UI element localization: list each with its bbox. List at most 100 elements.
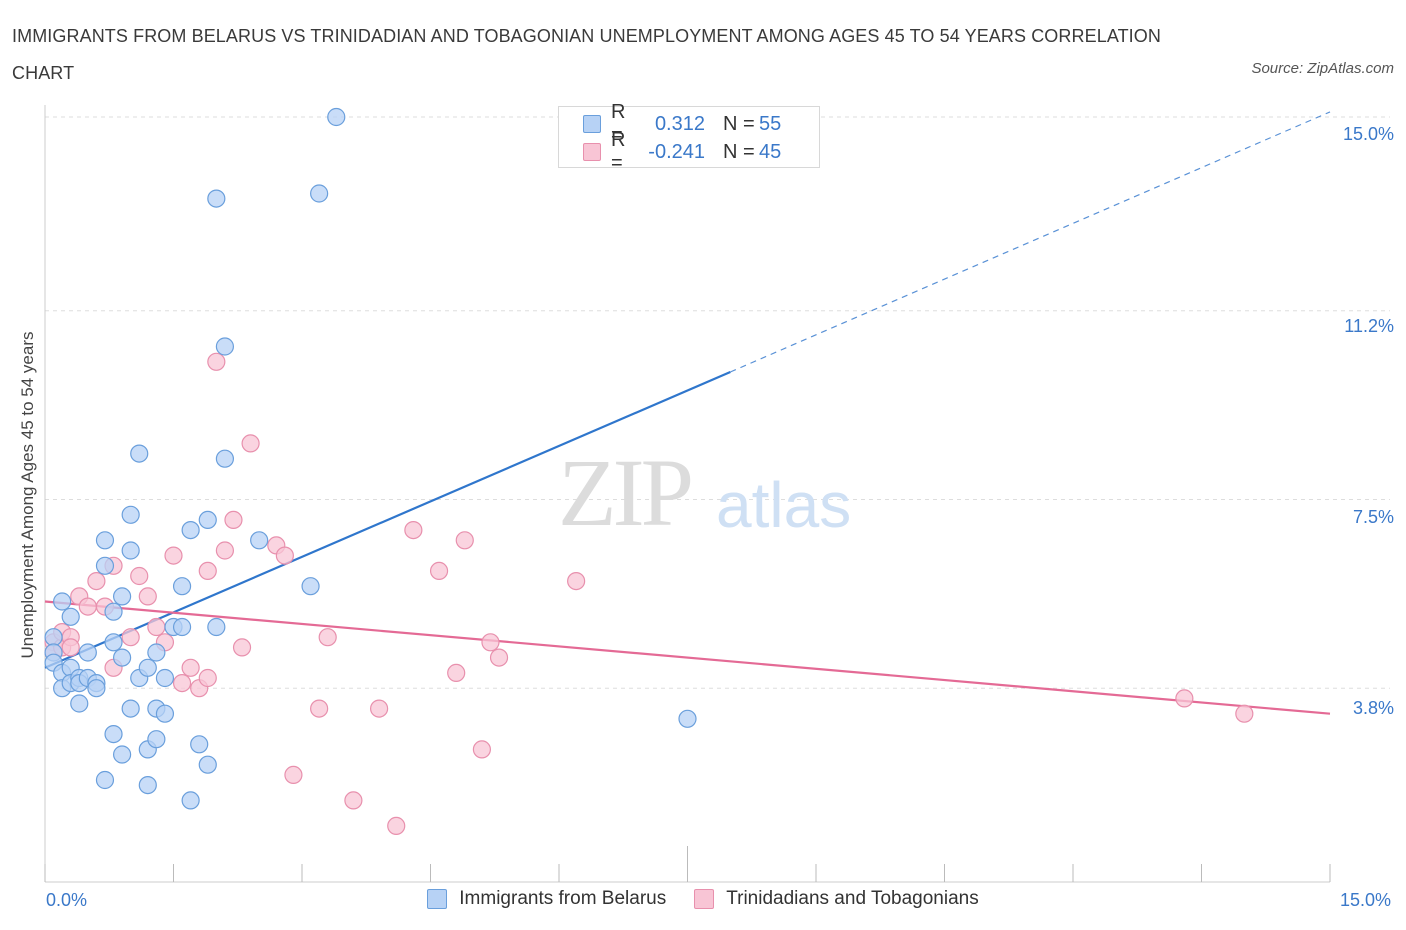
trini-point xyxy=(344,791,363,810)
belarus-point xyxy=(112,745,132,764)
y-tick-label-3-8: 3.8% xyxy=(1352,698,1394,718)
belarus-point xyxy=(95,770,115,790)
belarus-point xyxy=(78,643,97,662)
y-tick-label-7-5: 7.5% xyxy=(1352,507,1394,527)
r-value: 0.312 xyxy=(654,112,705,135)
belarus-point xyxy=(678,709,697,728)
belarus-point xyxy=(112,648,132,667)
trini-point xyxy=(387,816,406,836)
trini-point xyxy=(1235,704,1254,723)
belarus-point xyxy=(207,617,226,637)
chart-title: IMMIGRANTS FROM BELARUS VS TRINIDADIAN A… xyxy=(12,26,1161,83)
belarus-point xyxy=(70,694,89,713)
belarus-point xyxy=(190,735,209,754)
trend-layer xyxy=(44,111,1331,715)
belarus-point xyxy=(121,541,140,560)
trini-point xyxy=(1175,689,1194,708)
points-layer xyxy=(44,107,1254,836)
belarus-point xyxy=(138,775,157,795)
belarus-point xyxy=(172,617,192,637)
belarus-point xyxy=(310,184,329,203)
trini-point xyxy=(429,561,449,581)
trini-point xyxy=(87,571,106,591)
belarus-point xyxy=(121,505,140,524)
belarus-point xyxy=(104,633,123,652)
belarus-point xyxy=(44,628,63,647)
belarus-point xyxy=(198,510,217,530)
y-tick-label-11-2: 11.2% xyxy=(1344,316,1394,336)
belarus-point xyxy=(61,607,80,626)
trini-point xyxy=(207,352,226,371)
belarus-point xyxy=(181,520,200,540)
trini-point xyxy=(198,668,217,688)
belarus-point xyxy=(95,556,115,575)
trini-point xyxy=(224,510,243,530)
trini-point xyxy=(164,546,183,565)
trini-swatch xyxy=(583,143,601,161)
stats-legend-row-trini: R = -0.241 N = 45 xyxy=(583,129,782,174)
source-label: Source: ZipAtlas.com xyxy=(1251,60,1394,77)
trini-point xyxy=(404,520,423,540)
belarus-point xyxy=(327,107,346,127)
trini-point xyxy=(241,434,260,453)
belarus-point xyxy=(207,189,226,208)
trini-point xyxy=(370,699,389,718)
belarus-point xyxy=(155,704,175,723)
belarus-point xyxy=(112,587,132,606)
trini-point xyxy=(61,638,80,657)
trini-point xyxy=(147,617,166,637)
series-legend: Immigrants from Belarus Trinidadians and… xyxy=(0,888,1406,910)
trini-point xyxy=(130,566,149,586)
belarus-point xyxy=(181,791,200,810)
belarus-point xyxy=(147,730,166,749)
watermark-atlas: atlas xyxy=(716,469,851,541)
belarus-point xyxy=(147,643,166,662)
belarus-point xyxy=(138,658,157,677)
trini-point xyxy=(489,648,509,667)
n-label: N = xyxy=(723,112,755,135)
trini-point xyxy=(318,628,337,647)
n-label: N = xyxy=(723,140,755,163)
legend-label-belarus: Immigrants from Belarus xyxy=(459,888,667,909)
belarus-point xyxy=(104,724,123,744)
belarus-point xyxy=(53,592,72,611)
x-tick-label-min: 0.0% xyxy=(46,890,88,910)
trini-point xyxy=(232,638,252,657)
r-value: -0.241 xyxy=(648,140,705,163)
belarus-point xyxy=(155,668,175,688)
trini-point xyxy=(172,673,192,693)
trini-point xyxy=(275,546,294,565)
belarus-point xyxy=(250,531,269,550)
n-value: 45 xyxy=(759,140,782,163)
belarus-point xyxy=(87,679,106,698)
legend-item-trini[interactable]: Trinidadians and Tobagonians xyxy=(694,888,979,910)
belarus-point xyxy=(215,337,234,356)
r-label: R = xyxy=(611,129,626,174)
trini-legend-swatch xyxy=(694,889,715,909)
y-axis-title: Unemployment Among Ages 45 to 54 years xyxy=(18,331,37,659)
x-tick-label-max: 15.0% xyxy=(1340,890,1392,910)
belarus-point xyxy=(172,577,192,596)
trini-point xyxy=(138,587,157,606)
legend-label-trini: Trinidadians and Tobagonians xyxy=(726,888,979,909)
trini-point xyxy=(567,571,586,591)
trini-point xyxy=(455,531,474,550)
belarus-swatch xyxy=(583,115,601,133)
stats-legend-row-belarus: R = 0.312 N = 55 xyxy=(583,101,782,146)
watermark-zip: ZIP xyxy=(558,439,691,546)
trini-point xyxy=(481,633,500,652)
stats-legend: R = 0.312 N = 55 R = -0.241 N = 45 xyxy=(558,101,820,174)
n-value: 55 xyxy=(759,112,782,135)
trini-point xyxy=(198,561,217,581)
grid-layer xyxy=(45,116,1390,689)
trini-point xyxy=(447,663,466,683)
y-tick-label-15-0: 15.0% xyxy=(1342,124,1394,144)
trini-trendline xyxy=(44,600,1331,715)
trini-point xyxy=(284,765,303,785)
belarus-point xyxy=(215,449,234,468)
belarus-legend-swatch xyxy=(427,889,448,909)
trini-point xyxy=(78,597,97,616)
legend-item-belarus[interactable]: Immigrants from Belarus xyxy=(427,888,666,910)
watermark: ZIP atlas xyxy=(558,439,851,546)
